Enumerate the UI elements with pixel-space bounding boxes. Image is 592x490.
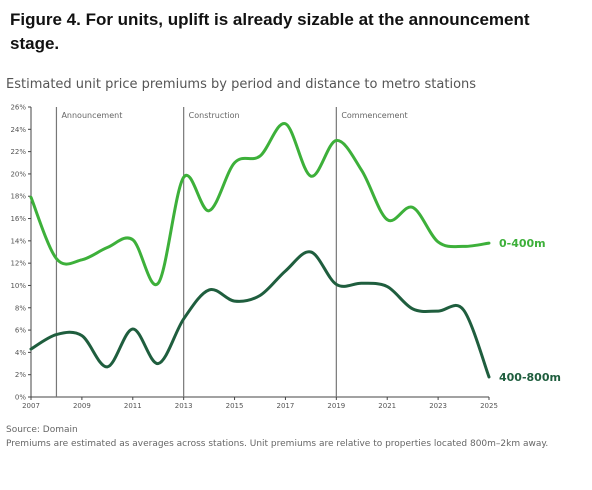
figure-title: Figure 4. For units, uplift is already s…	[10, 10, 530, 53]
phase-label: Announcement	[61, 111, 122, 120]
footnote: Premiums are estimated as averages acros…	[6, 439, 549, 449]
y-tick-label: 4%	[15, 349, 26, 357]
x-tick-label: 2011	[124, 402, 142, 410]
chart-title: Estimated unit price premiums by period …	[6, 77, 477, 92]
x-tick-label: 2017	[277, 402, 295, 410]
x-tick-label: 2013	[175, 402, 193, 410]
x-tick-label: 2025	[480, 402, 498, 410]
x-tick-label: 2021	[378, 402, 396, 410]
series-label-0: 0-400m	[499, 237, 546, 250]
y-tick-label: 10%	[10, 282, 26, 290]
phase-markers: Announcement Construction Commencement	[55, 107, 408, 397]
y-tick-label: 26%	[10, 104, 26, 112]
x-tick-label: 2009	[73, 402, 91, 410]
series-label-1: 400-800m	[499, 371, 561, 384]
x-tick-label: 2023	[429, 402, 447, 410]
y-tick-label: 12%	[10, 260, 26, 268]
x-tick-label: 2007	[22, 402, 40, 410]
x-tick-label: 2015	[226, 402, 244, 410]
phase-label: Commencement	[341, 111, 407, 120]
series-line-0	[29, 122, 491, 287]
y-tick-label: 6%	[15, 327, 26, 335]
axes: 0% 2% 4% 6% 8% 10% 12% 14% 16% 18% 20% 22% 24% 26% 200…	[10, 104, 497, 411]
y-tick-label: 24%	[10, 126, 26, 134]
x-tick-label: 2019	[327, 402, 345, 410]
y-tick-label: 20%	[10, 170, 26, 178]
y-tick-label: 8%	[15, 304, 26, 312]
y-tick-label: 16%	[10, 215, 26, 223]
series-lines	[29, 122, 491, 379]
series-line-1	[29, 250, 491, 379]
y-tick-label: 14%	[10, 237, 26, 245]
series-labels: 0-400m 400-800m	[499, 237, 561, 384]
line-chart: 0% 2% 4% 6% 8% 10% 12% 14% 16% 18% 20% 22% 24% 26% 200…	[10, 104, 561, 411]
y-tick-label: 2%	[15, 371, 26, 379]
y-tick-label: 0%	[15, 394, 26, 402]
source-note: Source: Domain	[6, 425, 78, 435]
y-tick-label: 18%	[10, 193, 26, 201]
phase-label: Construction	[189, 111, 240, 120]
y-tick-label: 22%	[10, 148, 26, 156]
